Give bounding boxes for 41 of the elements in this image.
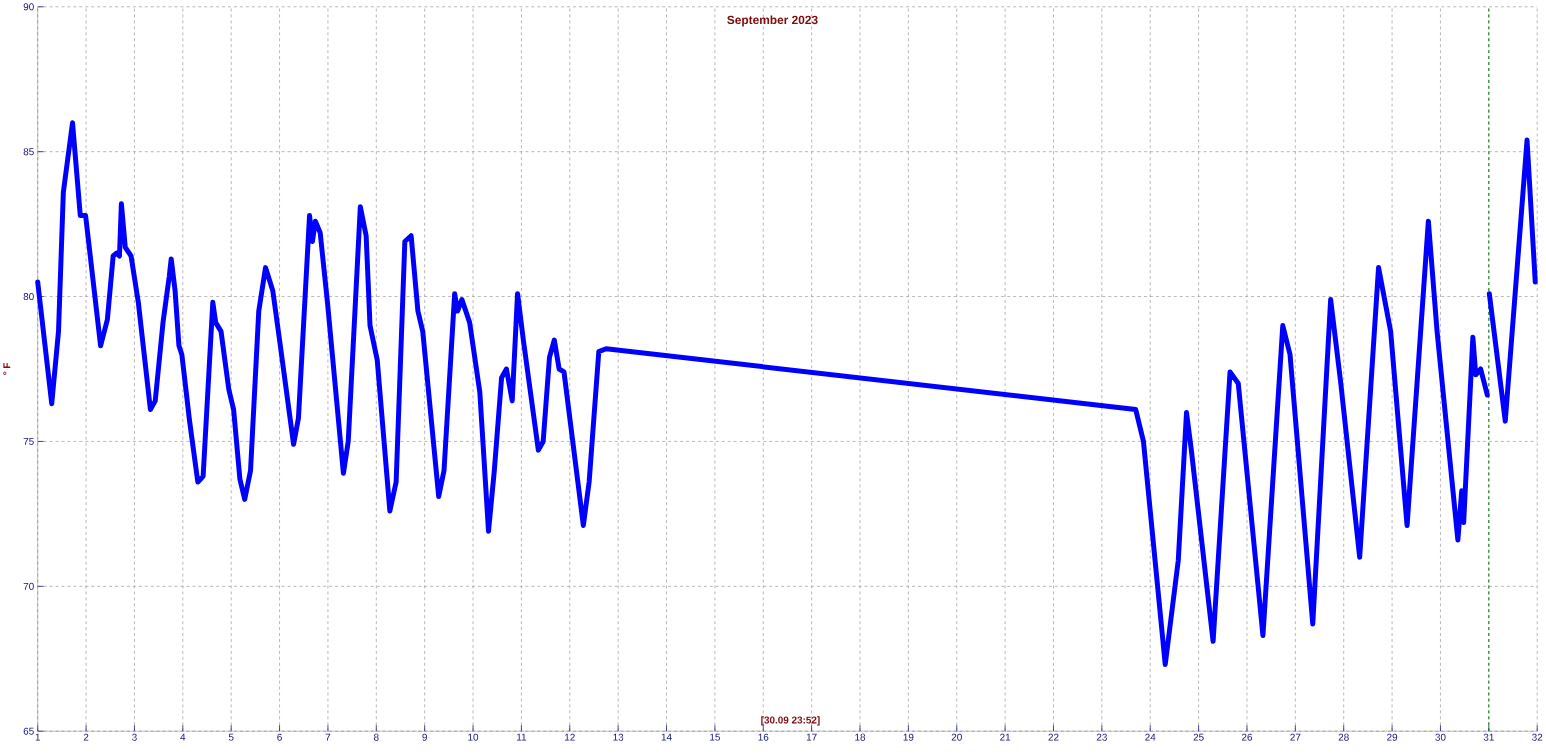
y-tick-label: 70 (23, 582, 34, 590)
text: September 2023 (727, 15, 818, 27)
x-tick-label: 20 (951, 733, 962, 741)
x-tick-label: 30 (1435, 733, 1446, 741)
x-tick-label: 29 (1387, 733, 1398, 741)
x-tick-label: 21 (1000, 733, 1011, 741)
x-tick-label: 32 (1532, 733, 1543, 741)
x-tick-label: 11 (517, 733, 527, 741)
x-tick-label: 13 (613, 733, 624, 741)
x-tick-label: 9 (422, 733, 427, 741)
x-tick-label: 28 (1338, 733, 1349, 741)
annotation: [30.09 23:52] (761, 716, 820, 726)
x-tick-label: 1 (35, 733, 40, 741)
x-tick-label: 22 (1048, 733, 1059, 741)
y-tick-label: 75 (23, 437, 34, 445)
x-tick-label: 23 (1096, 733, 1107, 741)
x-tick-label: 12 (565, 733, 575, 741)
x-tick-label: 18 (855, 733, 866, 741)
y-tick-label: 85 (23, 148, 34, 156)
x-tick-label: 16 (758, 733, 769, 741)
x-tick-label: 3 (132, 733, 137, 741)
x-tick-label: 31 (1483, 733, 1494, 741)
x-tick-label: 25 (1193, 733, 1204, 741)
y-axis-title: ° F (3, 362, 11, 375)
x-tick-label: 2 (83, 733, 89, 741)
x-tick-label: 6 (277, 733, 282, 741)
x-tick-label: 19 (903, 733, 914, 741)
x-tick-label: 15 (710, 733, 720, 741)
x-tick-label: 14 (661, 733, 672, 741)
x-tick-label: 4 (180, 733, 186, 741)
y-tick-label: 90 (23, 3, 34, 11)
x-tick-label: 27 (1290, 733, 1301, 741)
x-tick-label: 17 (806, 733, 817, 741)
y-tick-label: 65 (23, 727, 34, 735)
x-tick-label: 7 (325, 733, 331, 741)
x-tick-label: 8 (373, 733, 379, 741)
x-tick-label: 10 (468, 733, 479, 741)
y-tick-label: 80 (23, 293, 34, 301)
x-tick-label: 26 (1241, 733, 1253, 741)
x-tick-label: 5 (228, 733, 234, 741)
x-tick-label: 24 (1145, 733, 1156, 741)
